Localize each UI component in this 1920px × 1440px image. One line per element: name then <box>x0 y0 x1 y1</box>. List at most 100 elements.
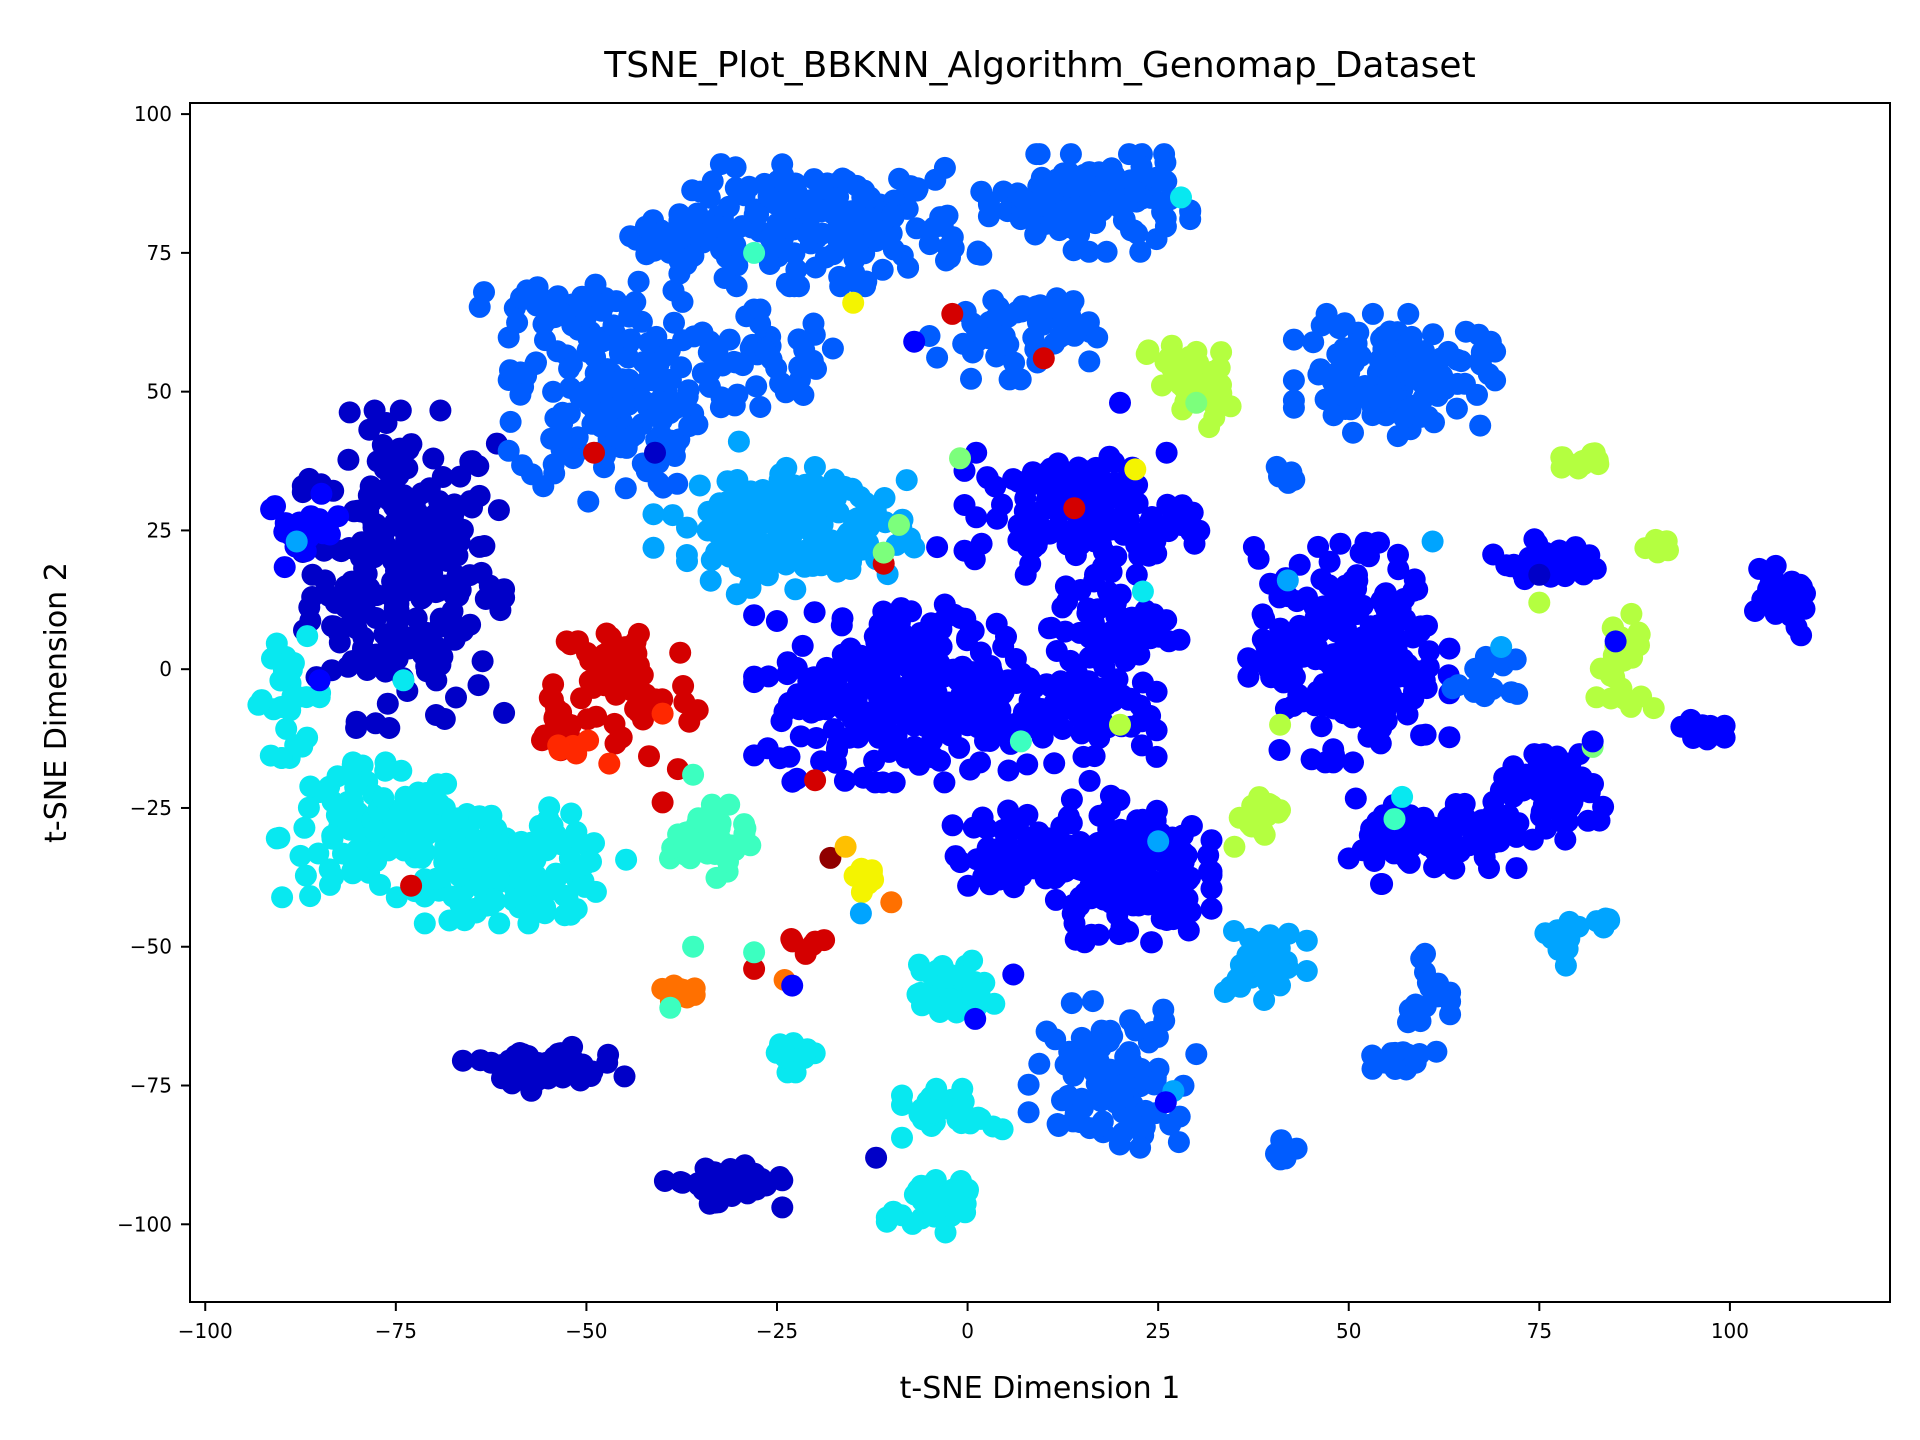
data-point <box>1110 684 1133 707</box>
data-point <box>659 996 682 1019</box>
data-point <box>341 862 364 885</box>
data-point <box>908 953 930 976</box>
data-point <box>1464 676 1487 699</box>
data-point <box>785 258 808 281</box>
data-point <box>1014 487 1037 510</box>
data-point <box>804 930 827 953</box>
data-point <box>947 964 970 987</box>
data-point <box>1392 648 1415 671</box>
data-points <box>247 143 1816 1244</box>
data-point <box>469 1049 492 1072</box>
point-cluster <box>653 1154 794 1219</box>
data-point <box>1051 718 1074 740</box>
data-point <box>1210 373 1232 396</box>
data-point <box>1009 666 1032 688</box>
data-point <box>1078 769 1101 792</box>
data-point <box>1083 745 1106 768</box>
data-point <box>425 867 448 890</box>
data-point <box>898 636 921 658</box>
point-cluster <box>1282 302 1507 448</box>
data-point <box>1357 725 1380 748</box>
data-point <box>1325 362 1348 384</box>
data-point <box>1063 844 1086 867</box>
data-point <box>559 633 582 656</box>
data-point <box>532 475 555 498</box>
data-point <box>1109 196 1132 219</box>
data-point <box>487 499 510 522</box>
data-point <box>997 759 1020 782</box>
data-point <box>822 718 845 741</box>
data-point <box>1185 391 1208 414</box>
data-point <box>1280 657 1303 680</box>
data-point <box>698 186 721 209</box>
data-point <box>849 485 871 508</box>
data-point <box>1086 859 1109 882</box>
data-point <box>1047 1115 1070 1137</box>
data-point <box>823 468 846 491</box>
data-point <box>480 804 503 827</box>
point-cluster <box>531 686 599 762</box>
data-point <box>815 494 838 517</box>
data-point <box>1210 341 1233 364</box>
data-point <box>473 281 495 304</box>
data-point <box>819 846 842 869</box>
data-point <box>590 662 613 685</box>
data-point <box>1112 508 1135 531</box>
data-point <box>847 726 870 749</box>
data-point <box>743 671 766 694</box>
data-point <box>372 787 395 810</box>
data-point <box>433 708 456 730</box>
data-point <box>1089 1090 1112 1112</box>
data-point <box>1528 591 1551 614</box>
data-point <box>1295 960 1318 982</box>
point-cluster <box>676 511 833 606</box>
data-point <box>396 492 419 514</box>
data-point <box>904 745 927 768</box>
data-point <box>575 834 598 857</box>
data-point <box>682 935 705 958</box>
data-point <box>421 520 444 543</box>
data-point <box>1404 394 1427 417</box>
data-point <box>897 256 919 279</box>
data-point <box>1247 547 1270 570</box>
data-point <box>1131 580 1154 603</box>
data-point <box>1141 506 1163 528</box>
data-point <box>998 368 1021 391</box>
data-point <box>1154 1091 1177 1114</box>
data-point <box>757 185 780 208</box>
data-point <box>1505 857 1528 880</box>
data-point <box>805 727 828 749</box>
data-point <box>635 460 658 483</box>
data-point <box>1361 618 1384 641</box>
data-point <box>1075 464 1098 487</box>
data-point <box>359 648 382 671</box>
data-point <box>1470 353 1492 376</box>
data-point <box>903 330 926 353</box>
data-point <box>1100 561 1123 583</box>
data-point <box>607 427 629 450</box>
outlier-points <box>270 186 1665 1169</box>
data-point <box>1349 643 1372 665</box>
data-point <box>326 618 349 641</box>
data-point <box>773 700 796 723</box>
data-point <box>641 352 664 375</box>
data-point <box>960 367 982 390</box>
data-point <box>941 814 964 837</box>
data-point <box>1373 353 1396 376</box>
data-point <box>1095 240 1118 263</box>
data-point <box>1374 1050 1397 1073</box>
data-point <box>1559 544 1582 567</box>
point-cluster <box>1038 570 1191 691</box>
data-point <box>1396 849 1419 872</box>
data-point <box>661 504 684 527</box>
data-point <box>804 769 827 792</box>
data-point <box>1137 620 1160 643</box>
data-point <box>326 765 349 788</box>
data-point <box>1392 832 1415 855</box>
data-point <box>623 424 646 446</box>
data-point <box>1151 884 1174 906</box>
data-point <box>833 769 856 792</box>
data-point <box>509 383 532 406</box>
data-point <box>951 1195 974 1218</box>
data-point <box>767 215 790 238</box>
